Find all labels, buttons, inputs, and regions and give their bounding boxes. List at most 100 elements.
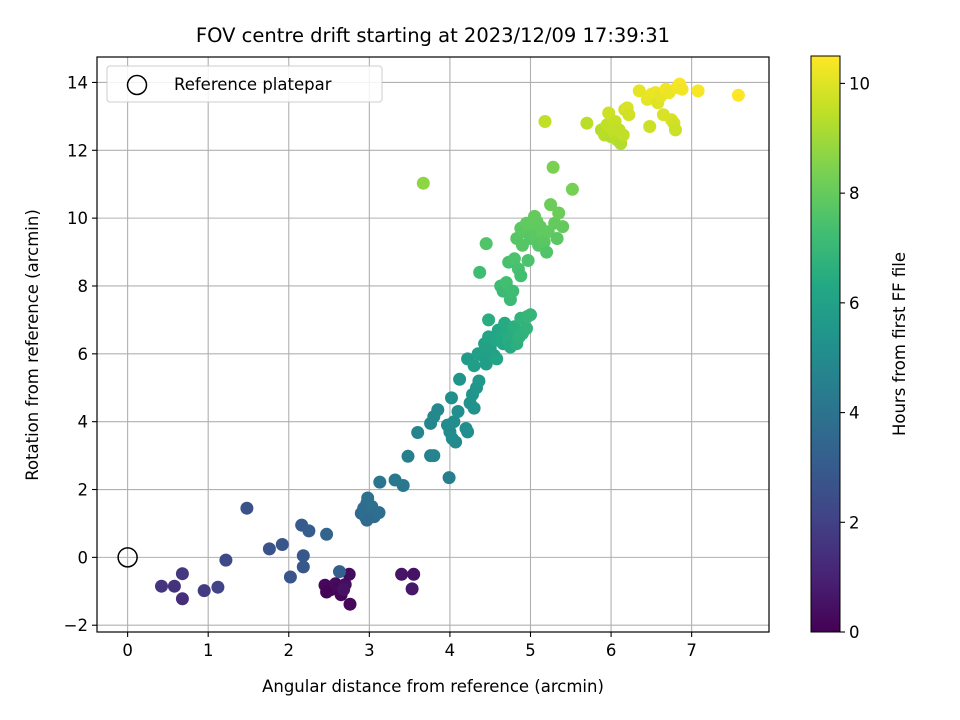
x-tick-label: 6 [606,641,617,660]
data-point [472,374,486,388]
x-tick-label: 5 [525,641,536,660]
data-point [482,313,496,327]
data-point [643,120,657,133]
data-point [447,415,461,429]
data-point [343,597,357,611]
data-point [296,560,310,574]
data-point [372,506,386,520]
data-point [449,435,463,449]
legend-reference-marker [126,74,148,96]
reference-point [117,547,138,568]
data-point [396,479,410,492]
colorbar-tick-label: 4 [849,404,860,423]
y-tick-label: −2 [64,616,88,635]
data-point [524,308,537,322]
x-tick-label: 4 [445,641,456,660]
data-point [473,265,487,279]
data-point [411,426,425,439]
x-tick-label: 1 [203,641,214,660]
data-point [669,123,682,137]
grid [97,57,769,632]
y-tick-label: 8 [78,277,89,296]
data-point [175,567,189,581]
data-point [442,471,456,485]
data-point [240,501,254,515]
colorbar-tick-label: 2 [849,513,860,532]
y-tick-label: 2 [78,481,89,500]
colorbar-tick-label: 6 [849,294,860,313]
data-point [262,542,276,556]
data-point [479,357,493,371]
legend: Reference platepar [106,65,383,103]
data-point [320,585,334,599]
data-point [453,372,467,386]
data-point [544,198,558,212]
data-point [219,553,233,567]
data-point [514,269,528,283]
data-point [333,565,346,579]
data-point [580,116,594,130]
data-point [632,84,646,98]
data-point [401,449,415,463]
y-tick-label: 14 [67,73,88,92]
legend-box [106,65,383,103]
colorbar [810,55,841,633]
data-point [461,425,475,439]
data-point [550,232,564,245]
colorbar-tick-label: 10 [849,74,870,93]
data-point [427,449,441,463]
data-point [552,206,566,220]
y-tick-label: 10 [67,209,88,228]
data-point [506,284,520,298]
data-point [467,359,481,373]
reference-marker [117,547,138,568]
x-tick-label: 7 [686,641,697,660]
data-point [616,128,630,142]
data-point [373,475,387,489]
data-point [691,84,705,98]
data-point [302,524,316,538]
x-tick-label: 3 [364,641,375,660]
data-point [521,254,535,267]
x-tick-label: 2 [284,641,295,660]
chart-title: FOV centre drift starting at 2023/12/09 … [196,24,670,47]
colorbar-tick-label: 8 [849,184,860,203]
data-point [211,580,225,594]
data-point [479,237,493,251]
data-point [431,403,445,417]
colorbar-tick-label: 0 [849,623,860,642]
data-point [540,245,554,259]
data-point [167,579,181,593]
data-point [283,570,297,584]
data-point [360,513,374,527]
data-point [731,88,745,102]
data-point [405,582,419,596]
x-tick-label: 0 [122,641,133,660]
y-tick-label: 0 [78,548,89,567]
data-point [296,549,310,563]
data-point [275,538,289,551]
x-axis-ticks: 0 1 2 3 4 5 6 7 [122,632,697,660]
data-point [197,584,211,598]
data-point [565,182,579,196]
data-point [507,252,521,266]
data-point [320,527,334,541]
data-point [467,401,481,415]
y-tick-label: 4 [78,413,89,432]
data-point [451,405,465,418]
x-axis-label: Angular distance from reference (arcmin) [262,677,604,696]
data-points [155,77,745,611]
y-axis-ticks: −2 0 2 4 6 8 10 12 14 [64,73,97,635]
y-axis-label: Rotation from reference (arcmin) [23,209,42,481]
data-point [155,579,168,593]
data-point [445,391,458,405]
axes-frame [96,56,770,633]
y-tick-label: 12 [67,141,88,160]
data-point [490,352,504,366]
data-point [520,321,533,335]
colorbar-ticks: 0 2 4 6 8 10 [840,74,870,642]
data-point [537,235,551,249]
data-point [556,220,570,234]
legend-label-reference: Reference platepar [174,75,332,94]
data-point [395,567,409,581]
